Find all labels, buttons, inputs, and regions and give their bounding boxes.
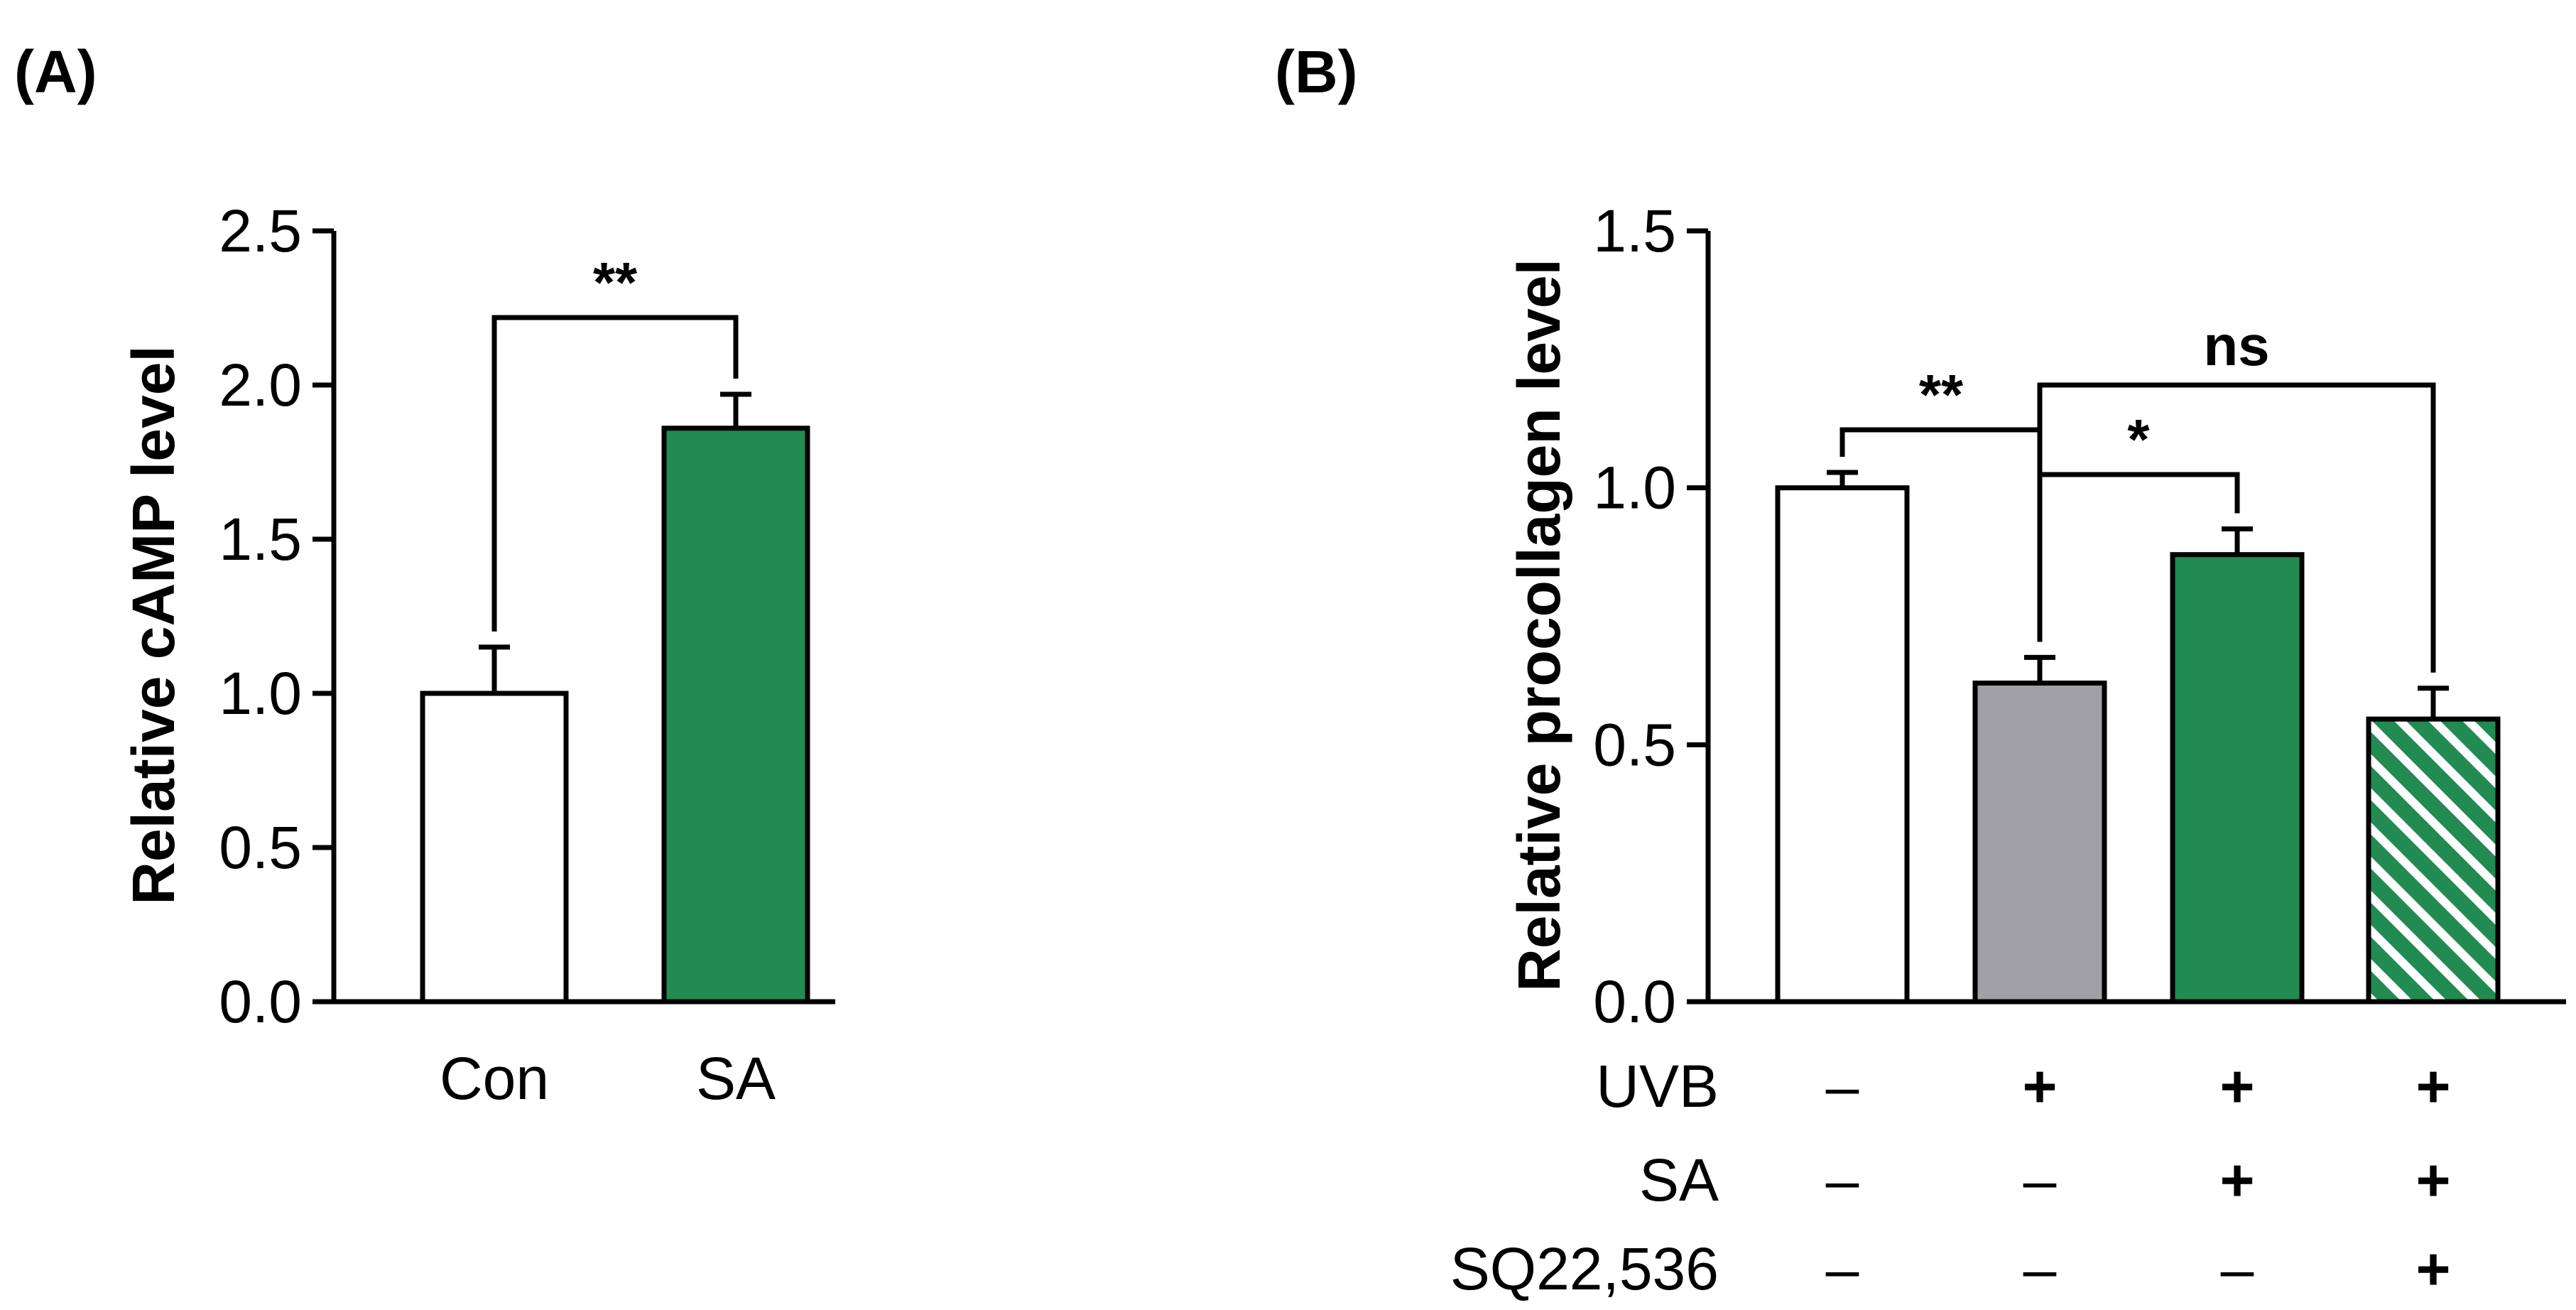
panel-b-bars: [1775, 485, 2501, 1005]
panel-b-significance: ***ns: [1839, 314, 2436, 673]
condition-symbol: +: [2415, 1053, 2450, 1120]
category-label: Con: [440, 1045, 549, 1112]
condition-symbol: +: [2022, 1053, 2057, 1120]
condition-row-label: UVB: [1596, 1053, 1719, 1120]
y-tick-label: 1.0: [1593, 455, 1676, 521]
panel-a: (A) Relative cAMP level 0.0 0.5 1.0 1.5 2.0 2…: [14, 38, 835, 1112]
panel-b-condition-table: UVB – + + + SA – – + + SQ22,536 – – – +: [1450, 1053, 2451, 1302]
panel-a-y-axis-label: Relative cAMP level: [120, 345, 187, 905]
panel-b-error-bars: [1827, 470, 2449, 720]
y-tick-label: 1.0: [219, 660, 302, 727]
significance-bracket: [491, 315, 739, 632]
condition-row-label: SA: [1639, 1147, 1719, 1213]
panel-a-axes: [331, 231, 835, 1005]
panel-a-error-bars: [479, 391, 751, 693]
panel-b-y-axis-label: Relative procollagen level: [1506, 259, 1572, 992]
y-tick-label: 1.5: [1593, 197, 1676, 264]
y-tick-label: 0.0: [1593, 968, 1676, 1035]
y-tick-label: 2.5: [219, 197, 302, 264]
panel-a-bars: [420, 426, 810, 1005]
condition-symbol: +: [2415, 1147, 2450, 1213]
condition-symbol: –: [1826, 1147, 1859, 1213]
significance-label: **: [593, 251, 638, 314]
condition-symbol: –: [1826, 1235, 1859, 1302]
y-tick-label: 2.0: [219, 352, 302, 418]
panel-a-label: (A): [14, 38, 97, 105]
bar: [1972, 681, 2107, 1005]
bar: [420, 691, 569, 1005]
significance-label: ns: [2203, 314, 2269, 377]
panel-a-category-labels: Con SA: [440, 1045, 776, 1112]
y-tick-label: 1.5: [219, 506, 302, 573]
y-tick-label: 0.5: [1593, 711, 1676, 778]
panel-b-axes: [1705, 231, 2566, 1005]
condition-symbol: +: [2219, 1147, 2254, 1213]
condition-symbol: –: [2023, 1235, 2057, 1302]
condition-symbol: –: [1826, 1053, 1859, 1120]
condition-symbol: +: [2219, 1053, 2254, 1120]
panel-a-significance: **: [491, 251, 739, 632]
panel-b-label: (B): [1275, 38, 1358, 105]
panel-a-y-ticks: 0.0 0.5 1.0 1.5 2.0 2.5: [219, 197, 334, 1035]
significance-label: **: [1919, 363, 1964, 426]
bar: [661, 426, 810, 1005]
condition-symbol: –: [2221, 1235, 2254, 1302]
condition-row-label: SQ22,536: [1450, 1235, 1719, 1302]
panel-b-y-ticks: 0.0 0.5 1.0 1.5: [1593, 197, 1708, 1035]
panel-b: (B) Relative procollagen level 0.0 0.5 1.0…: [1275, 38, 2566, 1302]
bar: [2366, 716, 2501, 1005]
y-tick-label: 0.5: [219, 814, 302, 881]
condition-symbol: –: [2023, 1147, 2057, 1213]
condition-symbol: +: [2415, 1235, 2450, 1302]
category-label: SA: [696, 1045, 776, 1112]
significance-label: *: [2127, 408, 2150, 471]
bar: [2170, 552, 2305, 1005]
significance-bracket: [2037, 382, 2436, 673]
y-tick-label: 0.0: [219, 968, 302, 1035]
bar: [1775, 485, 1910, 1005]
